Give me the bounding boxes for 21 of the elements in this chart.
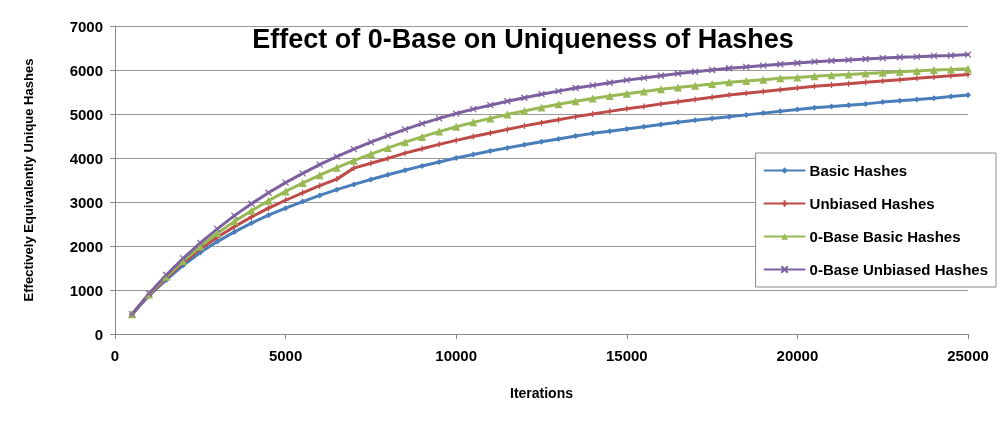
y-axis-title: Effectively Equivalently Unique Hashes <box>21 58 36 302</box>
y-tick-label: 0 <box>94 325 103 343</box>
legend-label: 0-Base Basic Hashes <box>809 228 961 245</box>
x-tick-label: 25000 <box>947 347 989 364</box>
legend-label: 0-Base Unbiased Hashes <box>809 261 989 278</box>
y-tick-label: 5000 <box>69 105 103 123</box>
y-tick-label: 4000 <box>69 149 103 167</box>
y-tick-label: 7000 <box>69 17 103 35</box>
y-tick-label: 2000 <box>69 237 103 255</box>
x-tick-label: 10000 <box>435 347 478 364</box>
legend-label: Unbiased Hashes <box>809 195 935 212</box>
x-tick-label: 20000 <box>776 347 819 364</box>
x-axis-title: Iterations <box>509 385 574 401</box>
x-tick-label: 15000 <box>605 347 648 364</box>
chart-title: Effect of 0-Base on Uniqueness of Hashes <box>252 23 794 54</box>
y-tick-label: 6000 <box>69 61 103 79</box>
y-tick-label: 1000 <box>69 281 103 299</box>
x-tick-label: 5000 <box>268 347 303 364</box>
y-tick-label: 3000 <box>69 193 103 211</box>
x-tick-label: 0 <box>110 347 120 364</box>
legend-label: Basic Hashes <box>809 162 908 179</box>
